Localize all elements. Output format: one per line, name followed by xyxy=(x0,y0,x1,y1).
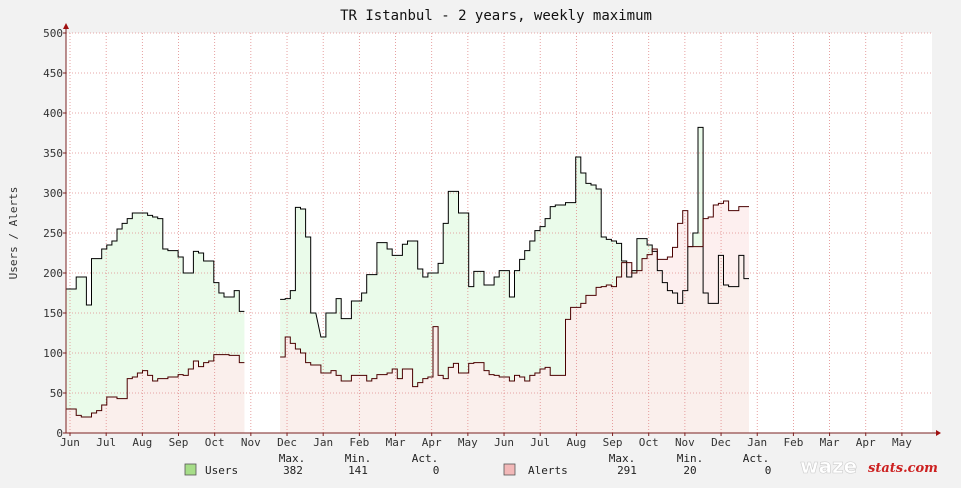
legend: Max. Min. Act. Max. Min. Act. Users 382 141 0 Aler… xyxy=(184,452,772,477)
x-tick-label: May xyxy=(458,436,478,449)
legend-value: 0 xyxy=(433,464,440,477)
x-tick-label: Jul xyxy=(96,436,116,449)
x-tick-label: Dec xyxy=(277,436,297,449)
x-tick-label: Sep xyxy=(169,436,189,449)
x-tick-label: Nov xyxy=(241,436,261,449)
x-tick-label: Apr xyxy=(422,436,442,449)
series-line-users-1 xyxy=(280,126,749,338)
legend-swatch-users xyxy=(184,463,197,476)
y-tick-label: 450 xyxy=(43,67,63,80)
series-area-alerts-0 xyxy=(66,354,245,433)
x-tick-label: Mar xyxy=(820,436,840,449)
x-tick-label: Aug xyxy=(566,436,586,449)
legend-header: Max. xyxy=(279,452,306,465)
series-line-alerts-0 xyxy=(66,354,245,418)
logo-text-waze: waze xyxy=(800,454,857,478)
x-tick-label: Jul xyxy=(530,436,550,449)
x-tick-label: Feb xyxy=(349,436,369,449)
x-axis-arrow xyxy=(936,430,941,436)
wazestats-logo: waze stats.com xyxy=(800,454,938,479)
series-line-alerts-1 xyxy=(280,200,749,388)
legend-swatch-alerts xyxy=(503,463,516,476)
series-line-users-0 xyxy=(66,212,245,312)
series-area-alerts-1 xyxy=(280,201,749,433)
y-tick-label: 100 xyxy=(43,347,63,360)
y-tick-label: 350 xyxy=(43,147,63,160)
y-tick-label: 500 xyxy=(43,27,63,40)
legend-header: Max. xyxy=(609,452,636,465)
y-tick-label: 50 xyxy=(50,387,63,400)
x-tick-label: Aug xyxy=(132,436,152,449)
legend-value: 291 xyxy=(617,464,637,477)
y-tick-label: 200 xyxy=(43,267,63,280)
y-axis-arrow xyxy=(63,23,69,29)
y-tick-label: 150 xyxy=(43,307,63,320)
legend-header: Min. xyxy=(345,452,372,465)
x-tick-label: Sep xyxy=(603,436,623,449)
y-tick-label: 300 xyxy=(43,187,63,200)
x-tick-label: Dec xyxy=(711,436,731,449)
y-tick-label: 250 xyxy=(43,227,63,240)
x-tick-label: Oct xyxy=(205,436,225,449)
legend-value: 0 xyxy=(765,464,772,477)
x-tick-label: Feb xyxy=(783,436,803,449)
legend-value: 382 xyxy=(283,464,303,477)
y-axis-label: Users / Alerts xyxy=(7,187,20,280)
x-tick-label: Jun xyxy=(60,436,80,449)
x-tick-label: Mar xyxy=(386,436,406,449)
x-tick-label: Jan xyxy=(313,436,333,449)
legend-header: Act. xyxy=(743,452,770,465)
legend-header: Act. xyxy=(412,452,439,465)
legend-value: 20 xyxy=(683,464,696,477)
legend-name-alerts: Alerts xyxy=(528,464,568,477)
logo-text-stats: stats.com xyxy=(868,461,938,476)
legend-value: 141 xyxy=(348,464,368,477)
x-tick-label: Jun xyxy=(494,436,514,449)
x-tick-label: Nov xyxy=(675,436,695,449)
legend-name-users: Users xyxy=(205,464,238,477)
chart-title: TR Istanbul - 2 years, weekly maximum xyxy=(340,8,652,24)
x-tick-label: May xyxy=(892,436,912,449)
legend-header: Min. xyxy=(677,452,704,465)
y-tick-label: 0 xyxy=(56,427,63,440)
plot-area: 0 50 100 150 200 250 300 350 400 450 500 Jun Jul Aug S… xyxy=(43,23,941,449)
x-tick-label: Apr xyxy=(856,436,876,449)
x-tick-label: Jan xyxy=(747,436,767,449)
x-tick-label: Oct xyxy=(639,436,659,449)
y-tick-label: 400 xyxy=(43,107,63,120)
